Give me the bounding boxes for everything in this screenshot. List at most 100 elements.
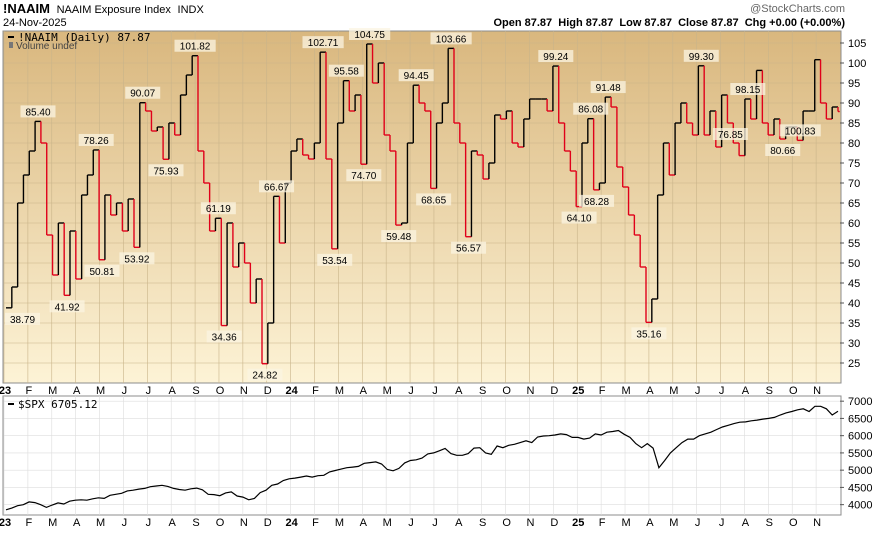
spx-x-tick-label: J: [122, 517, 128, 529]
naaim-y-tick-label: 55: [848, 238, 860, 250]
naaim-x-tick-label: S: [192, 385, 199, 397]
naaim-point-label-bg: [200, 202, 236, 215]
spx-x-tick-label: M: [669, 517, 678, 529]
spx-y-tick-label: 5500: [848, 448, 872, 460]
naaim-point-label: 64.10: [567, 214, 592, 225]
spx-x-tick-label: A: [360, 517, 368, 529]
naaim-point-label: 24.82: [252, 371, 277, 382]
naaim-x-tick-label: J: [146, 385, 152, 397]
naaim-point-label-bg: [5, 312, 40, 325]
spx-x-tick-label: A: [455, 517, 463, 529]
naaim-x-tick-label: M: [48, 385, 57, 397]
symbol-name: NAAIM Exposure Index: [56, 4, 171, 16]
naaim-x-tick-label: M: [96, 385, 105, 397]
spx-y-tick-label: 6000: [848, 431, 872, 443]
spx-x-tick-label: N: [527, 517, 535, 529]
naaim-y-tick-label: 100: [848, 58, 866, 70]
naaim-point-label: 99.30: [689, 52, 714, 63]
ohlc-readout: Open 87.87 High 87.87 Low 87.87 Close 87…: [493, 17, 845, 29]
naaim-y-tick-label: 80: [848, 138, 860, 150]
naaim-legend: !NAAIM (Daily) 87.87 Volume undef: [8, 31, 150, 52]
chart-date: 24-Nov-2025: [3, 17, 67, 29]
volume-legend: Volume undef: [16, 41, 77, 52]
naaim-point-label: 99.24: [543, 52, 568, 63]
spx-x-tick-label: J: [432, 517, 438, 529]
volume-swatch: [9, 42, 13, 48]
naaim-y-tick-label: 50: [848, 258, 860, 270]
naaim-point-label: 59.48: [386, 232, 411, 243]
spx-x-tick-label: A: [742, 517, 750, 529]
naaim-x-tick-label: A: [360, 385, 368, 397]
naaim-y-tick-label: 85: [848, 118, 860, 130]
naaim-y-tick-label: 30: [848, 338, 860, 350]
spx-x-tick-label: N: [813, 517, 821, 529]
naaim-point-label-bg: [730, 83, 766, 95]
naaim-point-label-bg: [328, 64, 364, 77]
naaim-y-tick-label: 25: [848, 358, 860, 370]
spx-x-tick-label: S: [766, 517, 773, 529]
naaim-point-label: 41.92: [55, 302, 80, 313]
naaim-x-tick-label: J: [408, 385, 414, 397]
spx-panel: [2, 395, 842, 516]
naaim-x-tick-label: A: [742, 385, 750, 397]
spx-x-tick-label: F: [599, 517, 606, 529]
naaim-point-label-bg: [78, 133, 114, 146]
naaim-y-tick-label: 65: [848, 198, 860, 210]
naaim-x-tick-label: F: [26, 385, 33, 397]
naaim-point-label: 34.36: [212, 333, 237, 344]
naaim-x-tick-label: A: [73, 385, 81, 397]
naaim-point-label-bg: [206, 330, 242, 343]
spx-y-tick-label: 4500: [848, 482, 872, 494]
spx-x-tick-label: M: [96, 517, 105, 529]
naaim-point-label-bg: [148, 164, 184, 177]
naaim-y-tick-label: 105: [848, 38, 866, 50]
naaim-x-tick-label: N: [240, 385, 248, 397]
naaim-x-tick-label: F: [599, 385, 606, 397]
naaim-point-label: 76.85: [718, 130, 743, 141]
naaim-x-tick-label: J: [719, 385, 725, 397]
naaim-point-label: 53.54: [322, 256, 347, 267]
naaim-point-label: 101.82: [180, 42, 211, 53]
naaim-point-label-bg: [765, 144, 801, 156]
naaim-x-tick-label: J: [695, 385, 701, 397]
naaim-point-label-bg: [590, 81, 626, 94]
naaim-point-label: 94.45: [404, 71, 429, 82]
naaim-point-label: 61.19: [206, 204, 231, 215]
spx-x-tick-label: J: [719, 517, 725, 529]
naaim-point-label-bg: [573, 102, 609, 115]
spx-x-tick-label: M: [383, 517, 392, 529]
naaim-point-label: 35.16: [636, 329, 661, 340]
naaim-x-tick-label: A: [646, 385, 654, 397]
naaim-point-label: 80.66: [770, 146, 795, 157]
naaim-point-label: 68.28: [584, 197, 609, 208]
naaim-point-label-bg: [346, 169, 382, 182]
naaim-y-tick-label: 60: [848, 218, 860, 230]
naaim-x-tick-label: D: [550, 385, 558, 397]
spx-x-tick-label: A: [73, 517, 81, 529]
spx-legend-title: $SPX 6705.12: [18, 398, 97, 411]
naaim-point-label-bg: [125, 86, 161, 99]
naaim-point-label: 75.93: [153, 166, 178, 177]
spx-x-tick-label: O: [502, 517, 511, 529]
naaim-legend-title: !NAAIM (Daily) 87.87: [18, 31, 150, 44]
spx-y-tick-label: 6500: [848, 413, 872, 425]
naaim-point-label-bg: [538, 50, 574, 63]
naaim-x-tick-label: J: [432, 385, 438, 397]
spx-price-line: [5, 405, 839, 511]
spx-x-tick-label: O: [216, 517, 225, 529]
spx-x-tick-label: M: [621, 517, 630, 529]
naaim-x-tick-label: M: [669, 385, 678, 397]
naaim-point-label: 90.07: [130, 89, 155, 100]
naaim-point-label-bg: [683, 49, 719, 62]
spx-x-tick-label: N: [240, 517, 248, 529]
naaim-x-tick-label: A: [169, 385, 177, 397]
spx-x-tick-label: A: [169, 517, 177, 529]
spx-x-tick-label: J: [408, 517, 414, 529]
naaim-x-tick-label: S: [479, 385, 486, 397]
naaim-point-label-bg: [398, 69, 434, 82]
spx-x-tick-label: F: [26, 517, 33, 529]
naaim-point-label: 86.08: [578, 105, 603, 116]
spx-x-tick-label: J: [146, 517, 152, 529]
naaim-x-tick-label: N: [527, 385, 535, 397]
naaim-point-label: 102.71: [308, 38, 339, 49]
